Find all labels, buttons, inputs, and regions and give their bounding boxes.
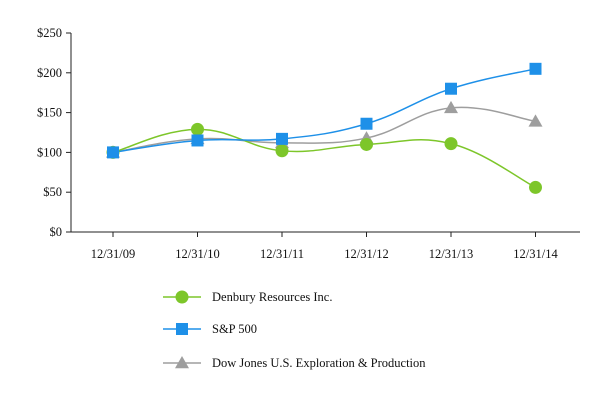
data-point-circle — [275, 144, 289, 158]
data-point-triangle — [444, 100, 458, 114]
data-point-circle — [360, 137, 373, 151]
axes: $0 $50 $100 $150 $200 $250 12/31/09 12/31/10 12/… — [37, 26, 580, 261]
series-line-2 — [112, 106, 536, 154]
data-point-square — [191, 134, 204, 147]
series-line-1 — [112, 68, 536, 154]
legend-label: Dow Jones U.S. Exploration & Production — [212, 356, 426, 370]
data-point-square — [529, 62, 542, 75]
data-point-circle — [191, 122, 204, 136]
series-lines — [112, 68, 536, 189]
series-line-0 — [112, 128, 536, 189]
legend-label: S&P 500 — [212, 322, 257, 336]
y-tick-label: $100 — [37, 145, 62, 159]
legend-marker-circle — [175, 290, 189, 304]
legend-marker-triangle — [175, 356, 189, 369]
legend-marker-square — [176, 323, 188, 335]
x-tick-label: 12/31/11 — [260, 247, 304, 261]
data-point-circle — [444, 137, 458, 151]
data-point-circle — [529, 180, 542, 194]
x-tick-label: 12/31/10 — [175, 247, 219, 261]
data-point-triangle — [528, 114, 543, 127]
x-tick-label: 12/31/13 — [429, 247, 473, 261]
data-point-square — [276, 132, 288, 145]
y-tick-label: $50 — [43, 185, 62, 199]
y-tick-label: $200 — [37, 66, 62, 80]
series-markers — [106, 62, 543, 194]
y-tick-label: $0 — [50, 225, 63, 239]
y-tick-label: $150 — [37, 106, 62, 120]
x-tick-label: 12/31/12 — [344, 247, 388, 261]
legend: Denbury Resources Inc. S&P 500 Dow Jones U… — [163, 290, 426, 370]
data-point-square — [445, 82, 457, 95]
x-tick-label: 12/31/09 — [91, 247, 135, 261]
data-point-square — [360, 117, 373, 130]
y-tick-label: $250 — [37, 26, 62, 40]
legend-label: Denbury Resources Inc. — [212, 290, 332, 304]
x-tick-label: 12/31/14 — [513, 247, 558, 261]
data-point-square — [107, 146, 119, 159]
